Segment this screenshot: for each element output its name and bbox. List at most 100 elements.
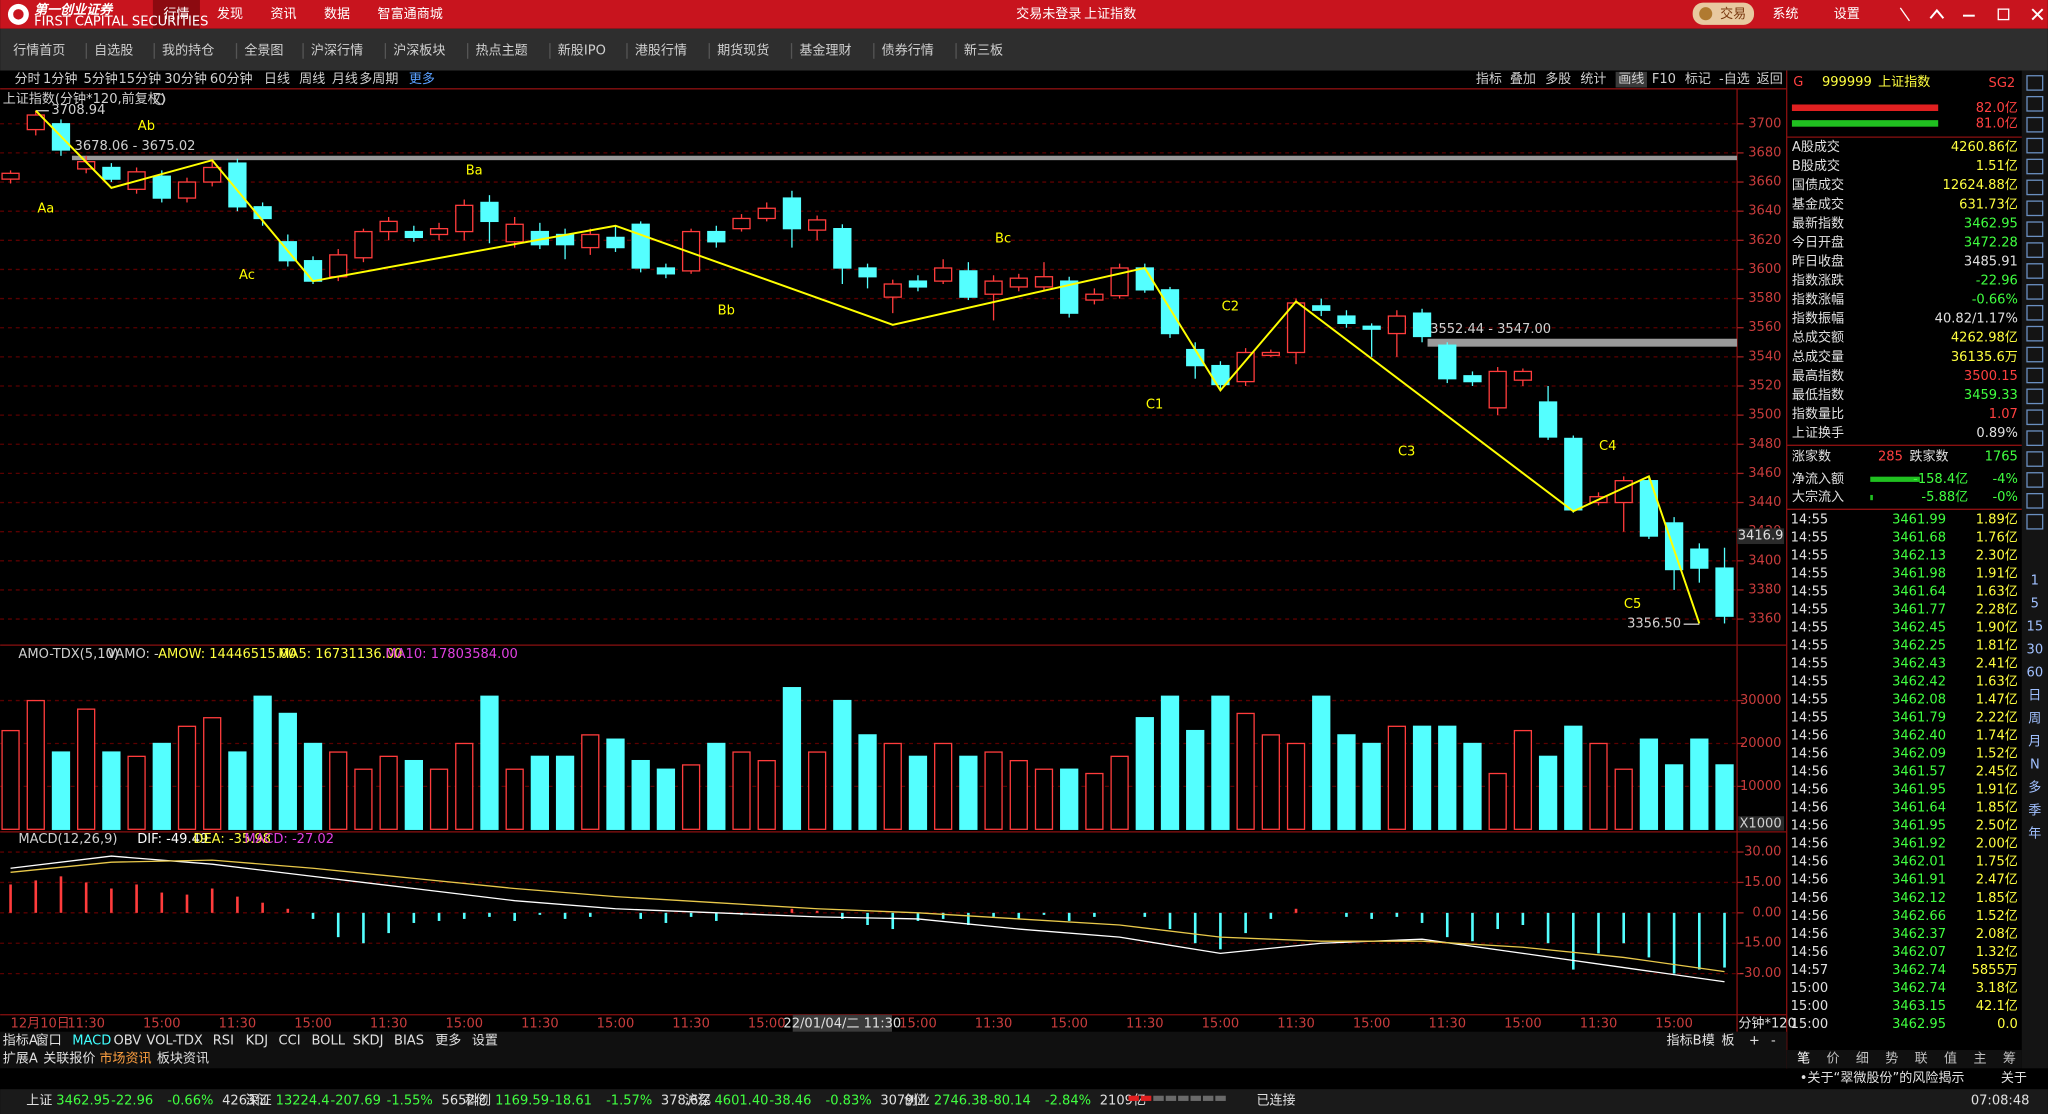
nav-tab[interactable]: 港股行情 (635, 43, 687, 58)
nav-tab[interactable]: 我的持仓 (162, 42, 214, 58)
news-more[interactable]: 关于 (2001, 1071, 2027, 1086)
sidebar-icon[interactable] (2026, 451, 2044, 467)
nav-tab[interactable]: 债券行情 (882, 42, 934, 58)
panel-tab[interactable]: 值 (1944, 1051, 1957, 1067)
indicator-tab[interactable]: MACD (72, 1033, 111, 1048)
sidebar-icon[interactable] (2026, 137, 2044, 154)
sidebar-icon[interactable] (2026, 304, 2044, 321)
indicator-tab[interactable]: RSI (213, 1033, 234, 1048)
indicator-tab[interactable]: 指标A (3, 1033, 38, 1048)
indicator-tab[interactable]: 窗口 (36, 1032, 62, 1048)
sidebar-item[interactable]: 日 (2028, 689, 2041, 704)
period-item[interactable]: 15分钟 (119, 71, 162, 87)
system-menu[interactable]: 系统 (1772, 7, 1798, 22)
sidebar-icon[interactable] (2026, 179, 2044, 196)
indicator-tab[interactable]: BOLL (311, 1033, 345, 1048)
icon-close[interactable] (2031, 8, 2044, 21)
sidebar-item[interactable]: N (2030, 758, 2040, 773)
period-item[interactable]: 分时 (14, 72, 40, 87)
menu-item[interactable]: 数据 (324, 7, 350, 22)
icon-maximize[interactable] (1997, 8, 2010, 21)
sidebar-icon[interactable] (2026, 513, 2044, 530)
tool-item[interactable]: 画线 (1618, 72, 1644, 87)
trade-label[interactable]: 交易 (1720, 6, 1746, 22)
sidebar-item[interactable]: 年 (2028, 826, 2041, 841)
sidebar-item[interactable]: 多 (2028, 780, 2041, 796)
indicator-tab[interactable]: OBV (113, 1033, 141, 1048)
nav-tab[interactable]: 行情首页 (13, 43, 65, 58)
sidebar-icon[interactable] (2026, 200, 2044, 217)
menu-item[interactable]: 行情 (163, 7, 189, 22)
sidebar-item[interactable]: 周 (2028, 712, 2041, 727)
indicator-tab[interactable]: CCI (279, 1033, 301, 1048)
tool-item[interactable]: F10 (1652, 72, 1676, 87)
panel-tab[interactable]: 联 (1915, 1052, 1928, 1067)
menu-item[interactable]: 资讯 (270, 7, 296, 22)
news-item[interactable]: •关于“翠微股份”的风险揭示 (1800, 1070, 1965, 1086)
indicator-tab[interactable]: SKDJ (353, 1033, 384, 1048)
indicator-right-tab[interactable]: 板 (1721, 1033, 1734, 1048)
nav-tab[interactable]: 自选股 (94, 43, 133, 58)
sidebar-item[interactable]: 月 (2028, 735, 2041, 750)
extra-tab[interactable]: 扩展A (3, 1052, 38, 1067)
period-item[interactable]: 5分钟 (83, 71, 117, 87)
nav-tab[interactable]: 沪深板块 (393, 42, 445, 58)
nav-tab[interactable]: 基金理财 (799, 42, 851, 58)
extra-tab[interactable]: 关联报价 (43, 1052, 95, 1067)
sidebar-icon[interactable] (2026, 221, 2044, 238)
icon-shirt[interactable] (1899, 7, 1910, 22)
panel-tab[interactable]: 价 (1827, 1052, 1840, 1067)
indicator-right-tab[interactable]: - (1771, 1033, 1776, 1048)
sidebar-icon[interactable] (2026, 75, 2044, 91)
sidebar-icon[interactable] (2026, 116, 2044, 133)
indicator-tab[interactable]: 更多 (435, 1032, 461, 1048)
sidebar-icon[interactable] (2026, 284, 2044, 300)
panel-tab[interactable]: 主 (1973, 1052, 1986, 1067)
sidebar-item[interactable]: 季 (2028, 804, 2041, 819)
sidebar-icon[interactable] (2026, 346, 2044, 363)
title-icon[interactable] (153, 93, 166, 106)
menu-item[interactable]: 发现 (217, 6, 243, 22)
period-item[interactable]: 30分钟 (164, 71, 207, 87)
sidebar-icon[interactable] (2026, 388, 2044, 405)
sidebar-item[interactable]: 30 (2027, 643, 2044, 658)
indicator-tab[interactable]: 设置 (472, 1033, 498, 1048)
sidebar-icon[interactable] (2026, 242, 2044, 258)
panel-tab[interactable]: 细 (1856, 1052, 1869, 1067)
indicator-right-tab[interactable]: 模 (1702, 1033, 1715, 1048)
sidebar-icon[interactable] (2026, 158, 2044, 175)
tool-item[interactable]: 多股 (1545, 71, 1571, 87)
settings-menu[interactable]: 设置 (1834, 7, 1860, 22)
panel-tab[interactable]: 笔 (1797, 1051, 1810, 1067)
tool-item[interactable]: 指标 (1476, 72, 1502, 87)
indicator-tab[interactable]: VOL-TDX (146, 1033, 203, 1048)
indicator-right-tab[interactable]: 指标B (1667, 1033, 1702, 1048)
sidebar-icon[interactable] (2026, 430, 2044, 446)
nav-tab[interactable]: 新股IPO (558, 42, 606, 58)
indicator-tab[interactable]: BIAS (394, 1033, 424, 1048)
tool-item[interactable]: 返回 (1757, 72, 1783, 87)
indicator-tab[interactable]: KDJ (246, 1033, 268, 1048)
period-item[interactable]: 日线 (264, 72, 290, 87)
sidebar-item[interactable]: 1 (2031, 574, 2039, 589)
extra-tab[interactable]: 市场资讯 (99, 1051, 151, 1067)
tool-item[interactable]: 统计 (1580, 72, 1606, 87)
period-item[interactable]: 月线 (332, 72, 358, 87)
extra-tab[interactable]: 板块资讯 (157, 1052, 209, 1067)
tool-item[interactable]: 标记 (1685, 72, 1711, 87)
sidebar-icon[interactable] (2026, 367, 2044, 384)
sidebar-icon[interactable] (2026, 95, 2044, 112)
nav-tab[interactable]: 全景图 (244, 42, 283, 58)
nav-tab[interactable]: 沪深行情 (311, 42, 363, 58)
nav-tab[interactable]: 热点主题 (475, 43, 527, 58)
nav-tab[interactable]: 新三板 (964, 42, 1003, 58)
period-item[interactable]: 60分钟 (210, 71, 253, 87)
sidebar-icon[interactable] (2026, 472, 2044, 488)
icon-collapse[interactable] (1929, 8, 1945, 19)
period-item[interactable]: 多周期 (359, 71, 398, 87)
tool-item[interactable]: -自选 (1719, 72, 1750, 87)
menu-item[interactable]: 智富通商城 (378, 6, 443, 22)
tool-item[interactable]: 叠加 (1510, 72, 1536, 87)
panel-tab[interactable]: 势 (1885, 1051, 1898, 1067)
indicator-right-tab[interactable]: + (1749, 1033, 1760, 1048)
